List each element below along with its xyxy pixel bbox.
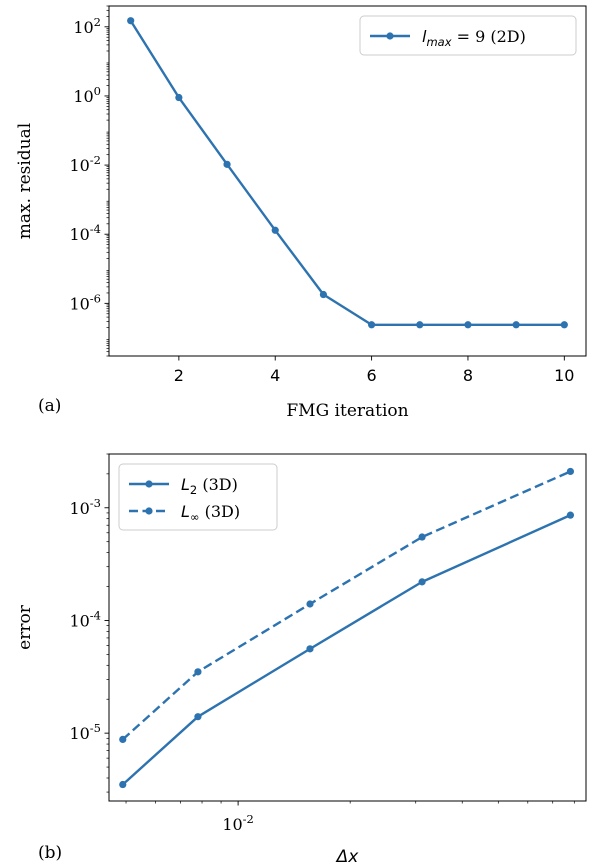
data-point (560, 321, 568, 329)
chart-panel-a: 102 100 10-2 10-4 10-6 2 4 6 8 10 FMG iteration max… (15, 5, 587, 421)
data-point (418, 533, 426, 541)
legend-frame (118, 463, 278, 531)
y-tick-label: 10-4 (69, 608, 101, 630)
data-point (194, 668, 202, 676)
y-axis-label: max. residual (15, 123, 35, 239)
y-axis-label: error (15, 604, 35, 650)
x-tick-label: 10-2 (222, 812, 254, 834)
x-axis-label: FMG iteration (286, 401, 408, 421)
x-tick-label: 2 (174, 366, 184, 385)
x-tick-label: 10 (554, 366, 574, 385)
data-point (464, 321, 472, 329)
legend-frame (359, 15, 577, 56)
data-point (566, 511, 575, 519)
legend-marker (145, 507, 153, 515)
y-tick-label: 100 (73, 84, 101, 106)
data-point (566, 467, 575, 476)
x-tick-label: 6 (366, 366, 376, 385)
y-tick-label: 10-6 (69, 291, 101, 313)
x-axis-label: Δx (335, 847, 360, 867)
y-tick-label: 10-5 (69, 721, 101, 743)
chart-panel-b: 10-3 10-4 10-5 10-2 Δx error (b) L2 (3D) L∞ (3D) (15, 453, 587, 867)
data-point (175, 93, 183, 102)
x-tick-label: 8 (463, 366, 473, 385)
data-point (416, 321, 424, 329)
plot-frame (108, 453, 587, 802)
data-point (306, 645, 314, 653)
legend-marker (386, 32, 394, 40)
data-point (306, 600, 314, 608)
legend-label-0: L2 (3D) (181, 475, 238, 497)
data-point (119, 780, 127, 789)
data-point (271, 226, 279, 234)
plot-frame (108, 5, 587, 357)
y-tick-label: 102 (73, 15, 101, 37)
legend: L2 (3D) L∞ (3D) (118, 463, 278, 531)
legend-label-0: lmax = 9 (2D) (422, 27, 526, 49)
series-line-0 (129, 20, 565, 326)
legend-marker (145, 480, 153, 488)
data-point (367, 321, 376, 329)
y-tick-label: 10-4 (69, 222, 101, 244)
data-point (418, 578, 426, 586)
data-point (223, 160, 231, 168)
data-point (119, 735, 127, 744)
data-point (127, 17, 135, 25)
legend: lmax = 9 (2D) (359, 15, 577, 56)
series-line-0 (121, 514, 571, 786)
legend-label-1: L∞ (3D) (181, 502, 240, 524)
data-point (512, 321, 520, 329)
data-point (319, 290, 328, 299)
y-tick-label: 10-2 (69, 153, 101, 175)
y-tick-label: 10-3 (69, 496, 101, 518)
panel-label: (a) (38, 396, 61, 416)
panel-label: (b) (38, 843, 62, 863)
data-point (194, 713, 202, 721)
x-tick-label: 4 (270, 366, 280, 385)
